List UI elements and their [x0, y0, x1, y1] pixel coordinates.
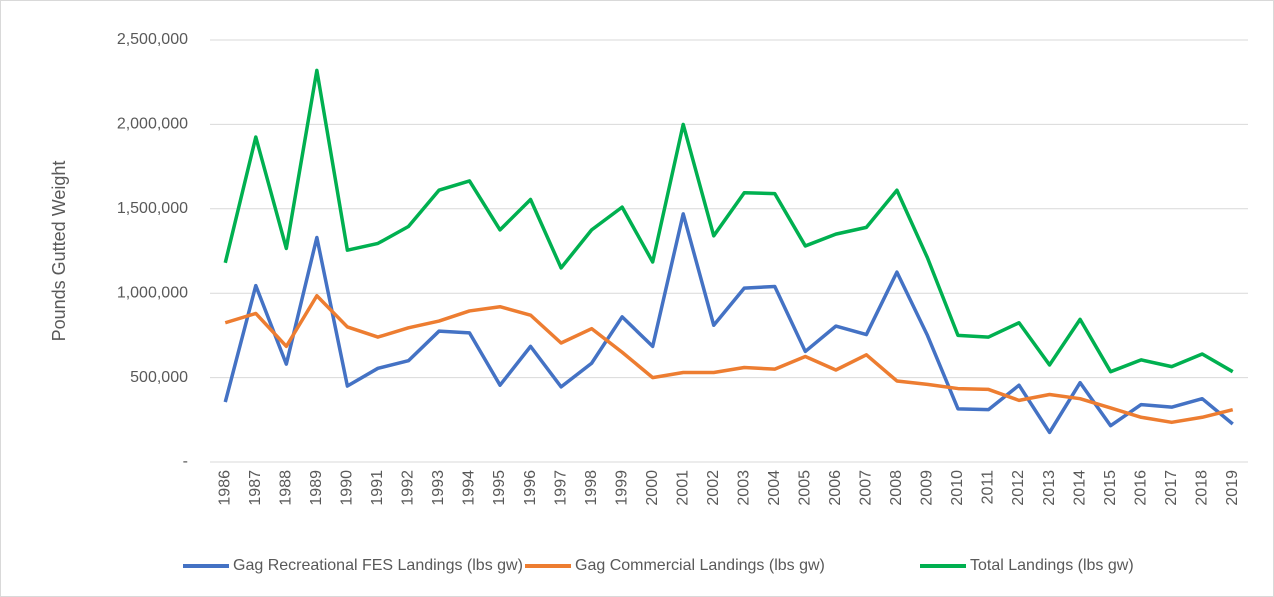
x-tick-label: 2015 [1102, 470, 1119, 506]
x-tick-label: 1996 [522, 470, 539, 506]
x-tick-label: 2010 [949, 470, 966, 506]
x-tick-label: 2011 [980, 470, 997, 505]
x-tick-label: 2002 [705, 470, 722, 506]
x-tick-label: 2006 [827, 470, 844, 506]
y-tick-label: 1,500,000 [117, 200, 188, 217]
x-tick-label: 1995 [491, 470, 508, 506]
x-tick-label: 1992 [400, 470, 417, 506]
x-tick-label: 2016 [1132, 470, 1149, 506]
legend-label: Gag Recreational FES Landings (lbs gw) [233, 557, 523, 574]
x-tick-label: 1999 [613, 470, 630, 506]
x-tick-label: 2001 [674, 470, 691, 506]
x-tick-label: 1986 [216, 470, 233, 506]
x-tick-label: 2013 [1041, 470, 1058, 506]
x-tick-label: 2019 [1224, 470, 1241, 506]
series-line [223, 212, 1234, 435]
y-tick-label: 500,000 [130, 369, 188, 386]
legend-label: Total Landings (lbs gw) [970, 557, 1134, 574]
x-tick-label: 2017 [1163, 470, 1180, 506]
x-tick-label: 2000 [644, 470, 661, 506]
x-tick-label: 1998 [583, 470, 600, 506]
x-tick-label: 1988 [278, 470, 295, 506]
x-tick-label: 2009 [919, 470, 936, 506]
x-tick-label: 1991 [369, 470, 386, 506]
series-line [224, 293, 1234, 425]
x-tick-label: 2005 [797, 470, 814, 506]
series-line [223, 68, 1234, 374]
x-tick-label: 2018 [1193, 470, 1210, 506]
x-tick-label: 2007 [858, 470, 875, 506]
y-axis-label: Pounds Gutted Weight [49, 161, 69, 342]
x-tick-label: 1993 [430, 470, 447, 506]
y-tick-label: 2,500,000 [117, 31, 188, 48]
x-tick-label: 1987 [247, 470, 264, 506]
y-tick-label: 1,000,000 [117, 284, 188, 301]
x-tick-label: 1990 [339, 470, 356, 506]
x-tick-label: 1994 [461, 470, 478, 506]
y-tick-label: - [183, 453, 188, 470]
x-tick-label: 2014 [1071, 470, 1088, 506]
x-tick-label: 1989 [308, 470, 325, 506]
x-tick-label: 2004 [766, 470, 783, 506]
x-tick-label: 1997 [552, 470, 569, 506]
x-tick-label: 2012 [1010, 470, 1027, 506]
x-tick-label: 2008 [888, 470, 905, 506]
y-tick-label: 2,000,000 [117, 116, 188, 133]
legend-label: Gag Commercial Landings (lbs gw) [575, 557, 825, 574]
x-tick-label: 2003 [735, 470, 752, 506]
